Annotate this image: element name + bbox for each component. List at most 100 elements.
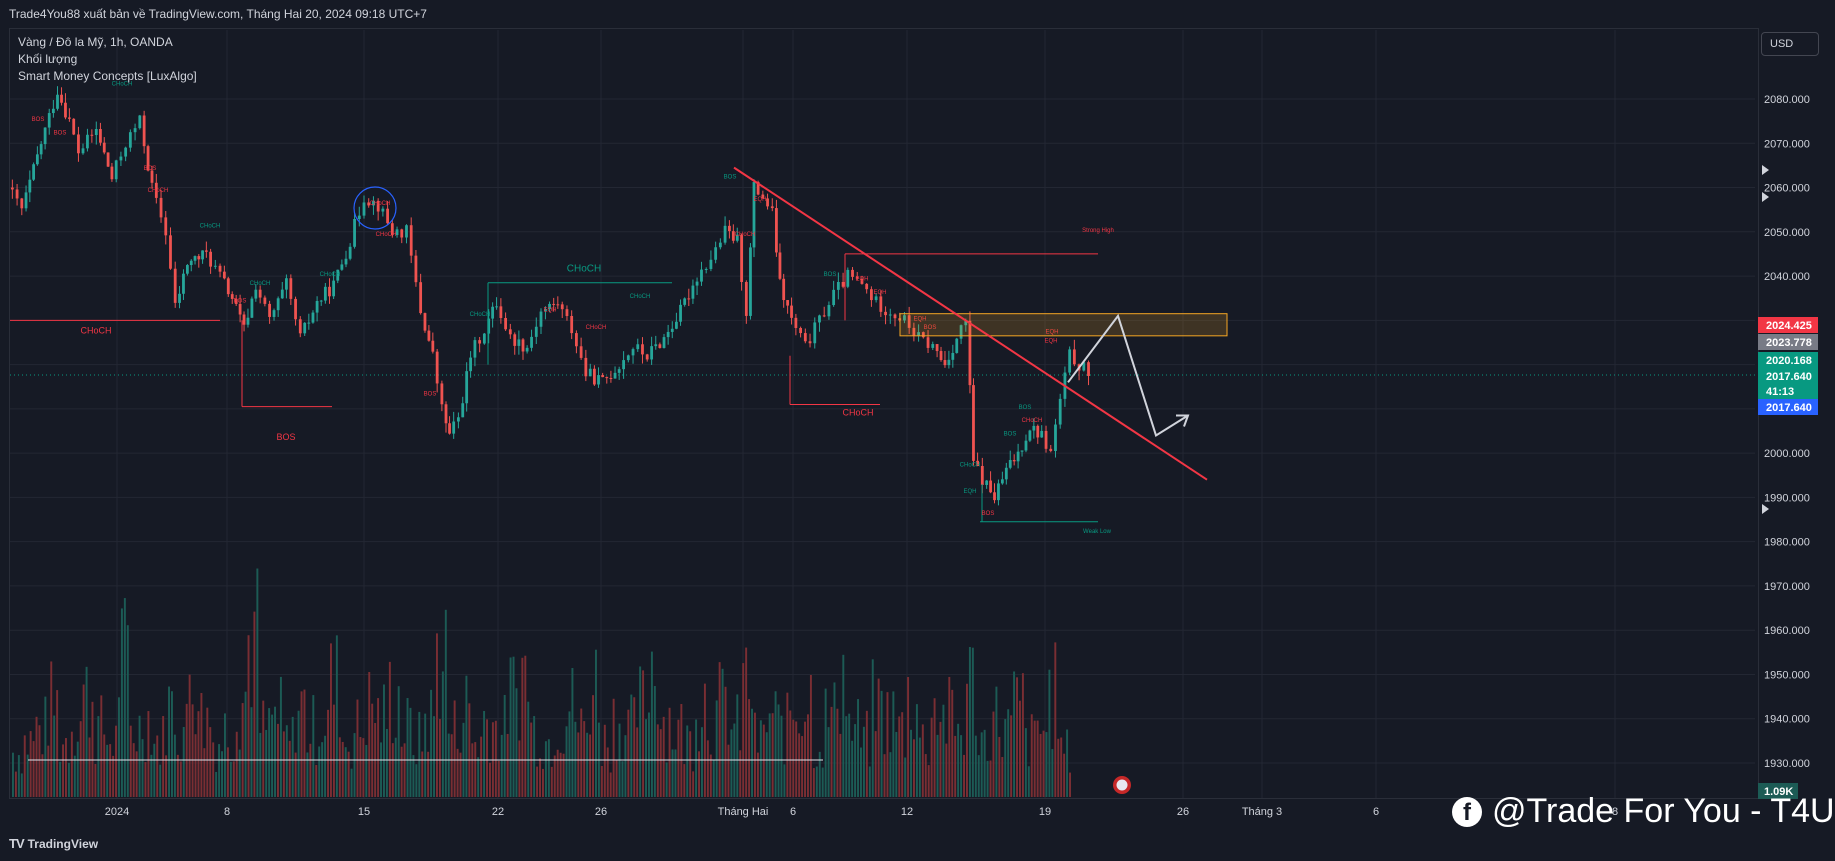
volume-bar	[559, 752, 562, 797]
volume-bar	[706, 740, 709, 797]
volume-bar	[974, 735, 977, 797]
y-tick-label: 1940.000	[1764, 714, 1810, 726]
candle-body	[209, 251, 212, 267]
candle-body	[133, 128, 137, 133]
candle-body	[786, 300, 790, 306]
y-tick-label: 1990.000	[1764, 492, 1810, 504]
y-tick-label: 2050.000	[1764, 227, 1810, 239]
candle-body	[592, 368, 596, 385]
volume-bar	[1036, 720, 1039, 797]
volume-bar	[453, 700, 456, 797]
legend-symbol[interactable]: Vàng / Đô la Mỹ, 1h, OANDA	[18, 35, 173, 49]
candle-body	[917, 332, 920, 336]
candle-body	[912, 327, 916, 336]
legend-volume[interactable]: Khối lượng	[18, 52, 78, 66]
price-axis-arrow-icon[interactable]	[1762, 165, 1769, 175]
volume-bar	[388, 661, 391, 797]
candle-body	[560, 304, 564, 310]
volume-bar	[188, 674, 191, 797]
volume-bar	[645, 719, 647, 797]
smc-small-label: CHoCH	[370, 201, 391, 207]
volume-bar	[94, 763, 97, 797]
volume-bar	[1019, 700, 1021, 797]
volume-bar	[536, 766, 539, 797]
candles	[10, 86, 1090, 506]
volume-bar	[259, 732, 262, 797]
volume-bar	[103, 734, 106, 797]
price-axis-arrow-icon[interactable]	[1762, 504, 1769, 514]
candle-body	[803, 333, 807, 342]
candle-body	[955, 338, 959, 353]
candle-body	[605, 377, 609, 379]
volume-bar	[603, 724, 606, 797]
volume-bar	[459, 752, 462, 797]
volume-bar	[650, 651, 653, 797]
volume-bar	[29, 731, 32, 797]
candle-body	[626, 355, 630, 361]
volume-bar	[23, 735, 26, 797]
tradingview-logo[interactable]: TV TradingView	[9, 836, 98, 851]
volume-bar	[674, 749, 677, 797]
y-tick-label: 1980.000	[1764, 537, 1810, 549]
candle-body	[658, 344, 662, 348]
volume-bar	[636, 727, 639, 797]
volume-bar	[162, 716, 165, 797]
x-tick-label: 8	[1612, 806, 1618, 818]
candle-body	[419, 282, 423, 314]
volume-bar	[971, 647, 974, 797]
smc-small-label: EQH	[1045, 330, 1058, 336]
smc-small-label: CHoCH	[200, 223, 221, 229]
candle-body	[888, 314, 892, 316]
volume-bar	[297, 710, 300, 797]
volume-bar	[553, 755, 556, 797]
candle-body	[836, 281, 840, 290]
volume-bar	[32, 741, 35, 797]
candle-body	[182, 273, 185, 294]
volume-bar	[118, 697, 120, 797]
candle-body	[409, 225, 413, 256]
volume-bar	[615, 760, 618, 797]
volume-bar	[586, 732, 589, 797]
price-label-box	[1758, 317, 1818, 333]
smc-annotation: CHoCH	[80, 326, 111, 336]
volume-bar	[147, 711, 150, 797]
candle-body	[735, 234, 739, 241]
volume-bar	[397, 686, 400, 797]
volume-bar	[303, 689, 306, 797]
candle-body	[491, 306, 495, 319]
candle-body	[622, 360, 625, 370]
volume-bar	[229, 761, 232, 797]
price-axis-arrow-icon[interactable]	[1762, 192, 1769, 202]
candle-body	[1028, 430, 1032, 441]
volume-bar	[494, 720, 497, 797]
volume-bar	[294, 752, 297, 797]
candle-body	[263, 297, 267, 304]
candle-body	[77, 134, 80, 154]
volume-bar	[874, 731, 877, 797]
candle-body	[565, 309, 569, 316]
tradingview-brand: TradingView	[27, 837, 99, 851]
candle-body	[728, 225, 731, 232]
candle-body	[457, 417, 460, 422]
candle-body	[258, 289, 262, 298]
candle-body	[142, 115, 146, 147]
y-tick-label: 2070.000	[1764, 138, 1810, 150]
smc-small-label: CHoCH	[148, 188, 169, 194]
currency-button[interactable]: USD	[1761, 32, 1819, 56]
candle-body	[813, 322, 817, 344]
candle-body	[662, 337, 666, 348]
volume-bar	[489, 762, 491, 797]
volume-bar	[480, 736, 483, 797]
volume-bar	[942, 704, 945, 797]
volume-bar	[960, 735, 963, 797]
candle-body	[846, 269, 850, 287]
volume-bar	[862, 726, 865, 797]
volume-bar	[780, 715, 783, 797]
volume-bar	[839, 733, 842, 797]
price-label-box	[1758, 334, 1818, 350]
legend-indicator[interactable]: Smart Money Concepts [LuxAlgo]	[18, 69, 197, 83]
volume-bar	[194, 734, 197, 797]
candle-body	[907, 315, 911, 328]
candle-body	[570, 315, 574, 334]
